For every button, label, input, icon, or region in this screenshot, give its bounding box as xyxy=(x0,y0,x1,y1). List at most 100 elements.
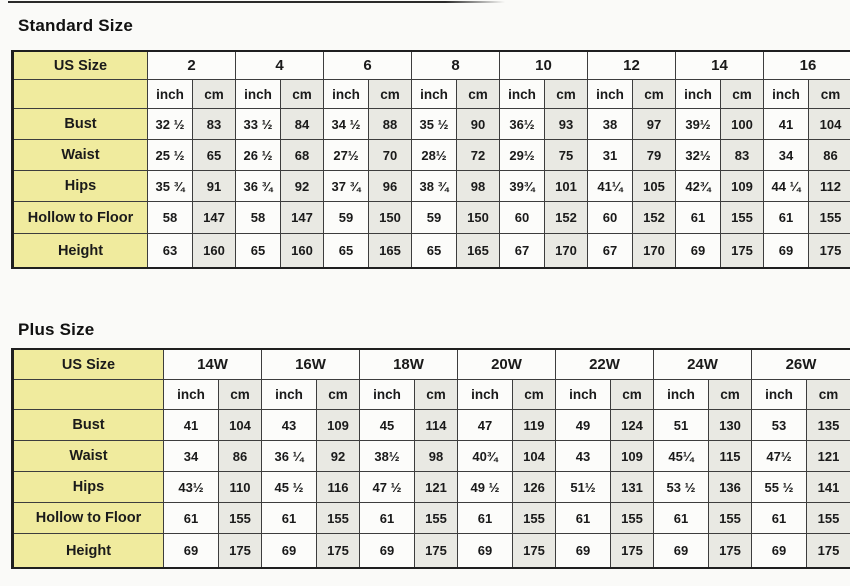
value-cell: 35 ½ xyxy=(412,109,457,140)
value-cell: 155 xyxy=(219,503,262,534)
value-cell: 65 xyxy=(412,234,457,267)
row-label-cell: Hollow to Floor xyxy=(14,202,148,234)
value-cell: 110 xyxy=(219,472,262,503)
value-cell: 165 xyxy=(457,234,500,267)
value-cell: 49 ½ xyxy=(458,472,513,503)
cm-header-cell: cm xyxy=(513,380,556,410)
value-cell: 72 xyxy=(457,140,500,171)
value-cell: 36½ xyxy=(500,109,545,140)
inch-header-cell: inch xyxy=(500,80,545,109)
value-cell: 150 xyxy=(457,202,500,234)
value-cell: 170 xyxy=(633,234,676,267)
value-cell: 70 xyxy=(369,140,412,171)
value-cell: 121 xyxy=(807,441,850,472)
size-header-cell: 12 xyxy=(588,52,676,80)
value-cell: 75 xyxy=(545,140,588,171)
value-cell: 147 xyxy=(193,202,236,234)
value-cell: 90 xyxy=(457,109,500,140)
value-cell: 59 xyxy=(412,202,457,234)
value-cell: 116 xyxy=(317,472,360,503)
value-cell: 92 xyxy=(281,171,324,202)
value-cell: 112 xyxy=(809,171,850,202)
value-cell: 155 xyxy=(611,503,654,534)
value-cell: 44 ¼ xyxy=(764,171,809,202)
value-cell: 37 ¾ xyxy=(324,171,369,202)
value-cell: 51 xyxy=(654,410,709,441)
value-cell: 175 xyxy=(709,534,752,567)
value-cell: 136 xyxy=(709,472,752,503)
value-cell: 69 xyxy=(764,234,809,267)
value-cell: 45¼ xyxy=(654,441,709,472)
cm-header-cell: cm xyxy=(219,380,262,410)
value-cell: 86 xyxy=(219,441,262,472)
value-cell: 105 xyxy=(633,171,676,202)
value-cell: 69 xyxy=(752,534,807,567)
value-cell: 53 ½ xyxy=(654,472,709,503)
value-cell: 83 xyxy=(193,109,236,140)
value-cell: 152 xyxy=(545,202,588,234)
value-cell: 69 xyxy=(360,534,415,567)
empty-label-cell xyxy=(14,380,164,410)
value-cell: 96 xyxy=(369,171,412,202)
value-cell: 47 ½ xyxy=(360,472,415,503)
inch-header-cell: inch xyxy=(164,380,219,410)
value-cell: 65 xyxy=(324,234,369,267)
inch-header-cell: inch xyxy=(654,380,709,410)
value-cell: 124 xyxy=(611,410,654,441)
size-header-cell: 14 xyxy=(676,52,764,80)
value-cell: 45 ½ xyxy=(262,472,317,503)
cm-header-cell: cm xyxy=(281,80,324,109)
value-cell: 175 xyxy=(611,534,654,567)
value-cell: 79 xyxy=(633,140,676,171)
value-cell: 175 xyxy=(807,534,850,567)
value-cell: 155 xyxy=(807,503,850,534)
value-cell: 175 xyxy=(317,534,360,567)
value-cell: 25 ½ xyxy=(148,140,193,171)
value-cell: 155 xyxy=(415,503,458,534)
cm-header-cell: cm xyxy=(369,80,412,109)
value-cell: 152 xyxy=(633,202,676,234)
value-cell: 155 xyxy=(721,202,764,234)
value-cell: 34 xyxy=(764,140,809,171)
inch-header-cell: inch xyxy=(752,380,807,410)
value-cell: 41 xyxy=(764,109,809,140)
value-cell: 35 ¾ xyxy=(148,171,193,202)
value-cell: 114 xyxy=(415,410,458,441)
value-cell: 104 xyxy=(219,410,262,441)
value-cell: 60 xyxy=(588,202,633,234)
value-cell: 69 xyxy=(654,534,709,567)
value-cell: 43 xyxy=(262,410,317,441)
cm-header-cell: cm xyxy=(193,80,236,109)
value-cell: 115 xyxy=(709,441,752,472)
inch-header-cell: inch xyxy=(324,80,369,109)
value-cell: 59 xyxy=(324,202,369,234)
value-cell: 93 xyxy=(545,109,588,140)
inch-header-cell: inch xyxy=(588,80,633,109)
value-cell: 51½ xyxy=(556,472,611,503)
size-header-cell: 26W xyxy=(752,350,850,380)
standard-size-title: Standard Size xyxy=(18,16,134,35)
inch-header-cell: inch xyxy=(556,380,611,410)
value-cell: 160 xyxy=(193,234,236,267)
value-cell: 175 xyxy=(415,534,458,567)
value-cell: 147 xyxy=(281,202,324,234)
value-cell: 41 xyxy=(164,410,219,441)
value-cell: 53 xyxy=(752,410,807,441)
size-header-cell: 16W xyxy=(262,350,360,380)
value-cell: 58 xyxy=(148,202,193,234)
size-header-cell: 14W xyxy=(164,350,262,380)
value-cell: 104 xyxy=(809,109,850,140)
value-cell: 92 xyxy=(317,441,360,472)
value-cell: 61 xyxy=(764,202,809,234)
cm-header-cell: cm xyxy=(545,80,588,109)
value-cell: 69 xyxy=(676,234,721,267)
value-cell: 109 xyxy=(317,410,360,441)
value-cell: 98 xyxy=(457,171,500,202)
value-cell: 40¾ xyxy=(458,441,513,472)
value-cell: 61 xyxy=(556,503,611,534)
row-label-cell: Height xyxy=(14,534,164,567)
size-header-cell: 24W xyxy=(654,350,752,380)
row-label-cell: Height xyxy=(14,234,148,267)
value-cell: 126 xyxy=(513,472,556,503)
value-cell: 28½ xyxy=(412,140,457,171)
